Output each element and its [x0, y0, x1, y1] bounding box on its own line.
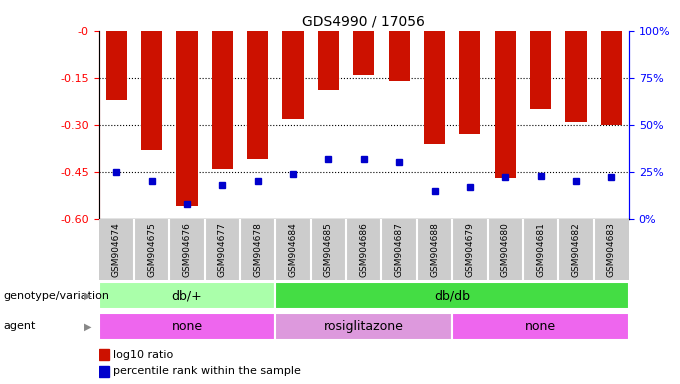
Text: GSM904679: GSM904679 — [465, 222, 475, 277]
Text: percentile rank within the sample: percentile rank within the sample — [114, 366, 301, 376]
Text: GSM904683: GSM904683 — [607, 222, 616, 277]
Text: GSM904680: GSM904680 — [500, 222, 510, 277]
Text: GSM904688: GSM904688 — [430, 222, 439, 277]
Text: GSM904674: GSM904674 — [112, 222, 121, 277]
Text: none: none — [525, 320, 556, 333]
Text: GSM904686: GSM904686 — [359, 222, 369, 277]
Bar — [452, 313, 629, 340]
Text: GSM904677: GSM904677 — [218, 222, 227, 277]
Bar — [99, 349, 109, 360]
Bar — [275, 313, 452, 340]
Bar — [247, 31, 269, 159]
Bar — [105, 31, 127, 100]
Bar — [99, 282, 275, 309]
Bar — [459, 31, 481, 134]
Text: rosiglitazone: rosiglitazone — [324, 320, 404, 333]
Bar — [275, 282, 629, 309]
Text: GSM904684: GSM904684 — [288, 222, 298, 277]
Title: GDS4990 / 17056: GDS4990 / 17056 — [303, 14, 425, 28]
Bar — [318, 31, 339, 90]
Text: GSM904685: GSM904685 — [324, 222, 333, 277]
Text: db/+: db/+ — [171, 289, 203, 302]
Text: agent: agent — [3, 321, 36, 331]
Bar — [424, 31, 445, 144]
Bar — [388, 31, 410, 81]
Text: genotype/variation: genotype/variation — [3, 291, 109, 301]
Bar — [353, 31, 375, 74]
Text: GSM904687: GSM904687 — [394, 222, 404, 277]
Text: GSM904676: GSM904676 — [182, 222, 192, 277]
Bar — [99, 313, 275, 340]
Text: none: none — [171, 320, 203, 333]
Bar — [211, 31, 233, 169]
Text: db/db: db/db — [435, 289, 470, 302]
Bar — [600, 31, 622, 125]
Bar — [176, 31, 198, 206]
Text: ▶: ▶ — [84, 321, 92, 331]
Bar — [141, 31, 163, 150]
Bar — [494, 31, 516, 178]
Bar — [99, 366, 109, 377]
Bar — [565, 31, 587, 122]
Text: GSM904678: GSM904678 — [253, 222, 262, 277]
Bar — [282, 31, 304, 119]
Text: GSM904681: GSM904681 — [536, 222, 545, 277]
Text: GSM904675: GSM904675 — [147, 222, 156, 277]
Text: log10 ratio: log10 ratio — [114, 349, 173, 359]
Text: GSM904682: GSM904682 — [571, 222, 581, 277]
Text: ▶: ▶ — [84, 291, 92, 301]
Bar — [530, 31, 551, 109]
